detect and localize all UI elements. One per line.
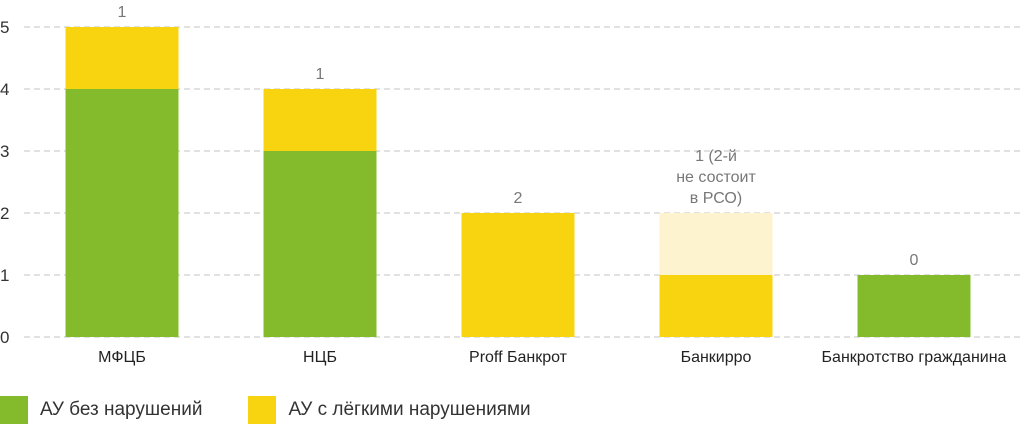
data-label: 1 — [118, 4, 127, 21]
data-label: 0 — [910, 252, 919, 269]
legend-item-light-violations: АУ с лёгкими нарушениями — [248, 396, 531, 424]
bar-segment — [263, 151, 377, 337]
data-label: не состоит — [676, 169, 756, 186]
y-tick-label: 1 — [0, 266, 9, 285]
bar-segment — [65, 27, 179, 89]
legend-swatch-yellow — [248, 396, 277, 424]
x-tick-label: Банкирро — [681, 349, 752, 366]
x-tick-label: НЦБ — [303, 349, 337, 366]
y-tick-label: 4 — [0, 80, 9, 99]
x-tick-label: МФЦБ — [98, 349, 146, 366]
x-tick-label: Proff Банкрот — [469, 349, 568, 366]
legend: АУ без нарушений АУ с лёгкими нарушениям… — [0, 396, 575, 424]
legend-label: АУ без нарушений — [40, 399, 203, 420]
y-tick-label: 5 — [0, 18, 9, 37]
y-tick-label: 2 — [0, 204, 9, 223]
bar-segment — [659, 275, 773, 337]
y-tick-label: 3 — [0, 142, 9, 161]
bar-segment — [65, 89, 179, 337]
bar-segment — [857, 275, 971, 337]
data-label: 2 — [514, 190, 523, 207]
bar-segment — [263, 89, 377, 151]
x-tick-label: Банкротство гражданина — [822, 349, 1007, 366]
legend-swatch-green — [0, 396, 28, 424]
y-tick-label: 0 — [0, 328, 9, 347]
bar-segment — [461, 213, 575, 337]
data-label: 1 (2-й — [695, 148, 737, 165]
bar-segment — [659, 213, 773, 275]
data-label: в РСО) — [690, 190, 742, 207]
legend-label: АУ с лёгкими нарушениями — [288, 399, 531, 420]
legend-item-no-violations: АУ без нарушений — [0, 396, 202, 424]
data-label: 1 — [316, 66, 325, 83]
bar-chart-svg: 0 1 2 3 4 5 МФЦБ 1 НЦБ 1 Proff Банкрот 2 Банкирро 1 (… — [0, 4, 1024, 366]
